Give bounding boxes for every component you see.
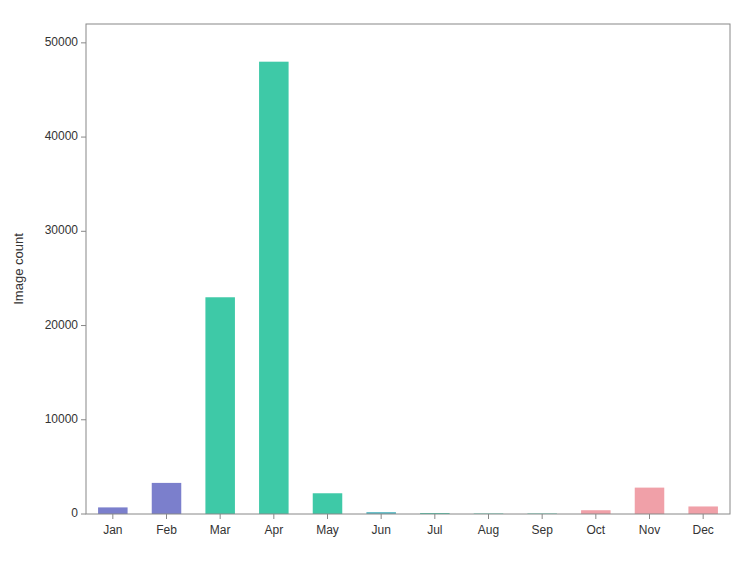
x-tick-label: Mar (210, 523, 231, 537)
y-tick (81, 419, 86, 420)
x-tick (381, 514, 382, 519)
y-axis-label: Image count (11, 233, 26, 305)
x-tick-label: Dec (692, 523, 713, 537)
x-tick (220, 514, 221, 519)
y-tick (81, 231, 86, 232)
y-tick (81, 137, 86, 138)
x-tick (434, 514, 435, 519)
x-tick-label: Sep (531, 523, 553, 537)
x-tick (166, 514, 167, 519)
plot-frame (86, 24, 730, 514)
x-tick-label: May (316, 523, 339, 537)
y-tick-label: 10000 (45, 412, 79, 426)
y-tick-label: 0 (71, 506, 78, 520)
x-tick (327, 514, 328, 519)
x-tick-label: Jun (371, 523, 390, 537)
bar (688, 506, 718, 514)
chart-svg: 0 10000 20000 30000 40000 50000 Jan Feb Mar Apr Ma… (0, 0, 754, 566)
y-tick (81, 514, 86, 515)
x-tick (273, 514, 274, 519)
x-tick-label: Apr (264, 523, 283, 537)
bar (259, 62, 289, 514)
x-axis: Jan Feb Mar Apr May Jun Jul Aug Sep Oct Nov Dec (103, 514, 714, 537)
y-tick (81, 325, 86, 326)
y-tick-label: 40000 (45, 129, 79, 143)
x-tick (595, 514, 596, 519)
y-axis: 0 10000 20000 30000 40000 50000 (45, 35, 86, 520)
y-tick-label: 30000 (45, 223, 79, 237)
chart-container: 0 10000 20000 30000 40000 50000 Jan Feb Mar Apr Ma… (0, 0, 754, 566)
y-tick (81, 42, 86, 43)
x-tick-label: Jan (103, 523, 122, 537)
x-tick-label: Oct (586, 523, 605, 537)
bar (152, 483, 182, 514)
x-tick (488, 514, 489, 519)
page: {"chart_data": {"type": "bar", "categori… (0, 0, 754, 566)
x-tick (649, 514, 650, 519)
x-tick (112, 514, 113, 519)
x-tick-label: Jul (427, 523, 442, 537)
bar (635, 488, 665, 514)
x-tick (703, 514, 704, 519)
y-tick-label: 20000 (45, 318, 79, 332)
bar (98, 507, 128, 514)
bar (581, 510, 611, 514)
x-tick (542, 514, 543, 519)
bar (205, 297, 235, 514)
x-tick-label: Aug (478, 523, 499, 537)
y-tick-label: 50000 (45, 35, 79, 49)
x-tick-label: Nov (639, 523, 660, 537)
bars (98, 62, 718, 514)
bar (313, 493, 343, 514)
x-tick-label: Feb (156, 523, 177, 537)
